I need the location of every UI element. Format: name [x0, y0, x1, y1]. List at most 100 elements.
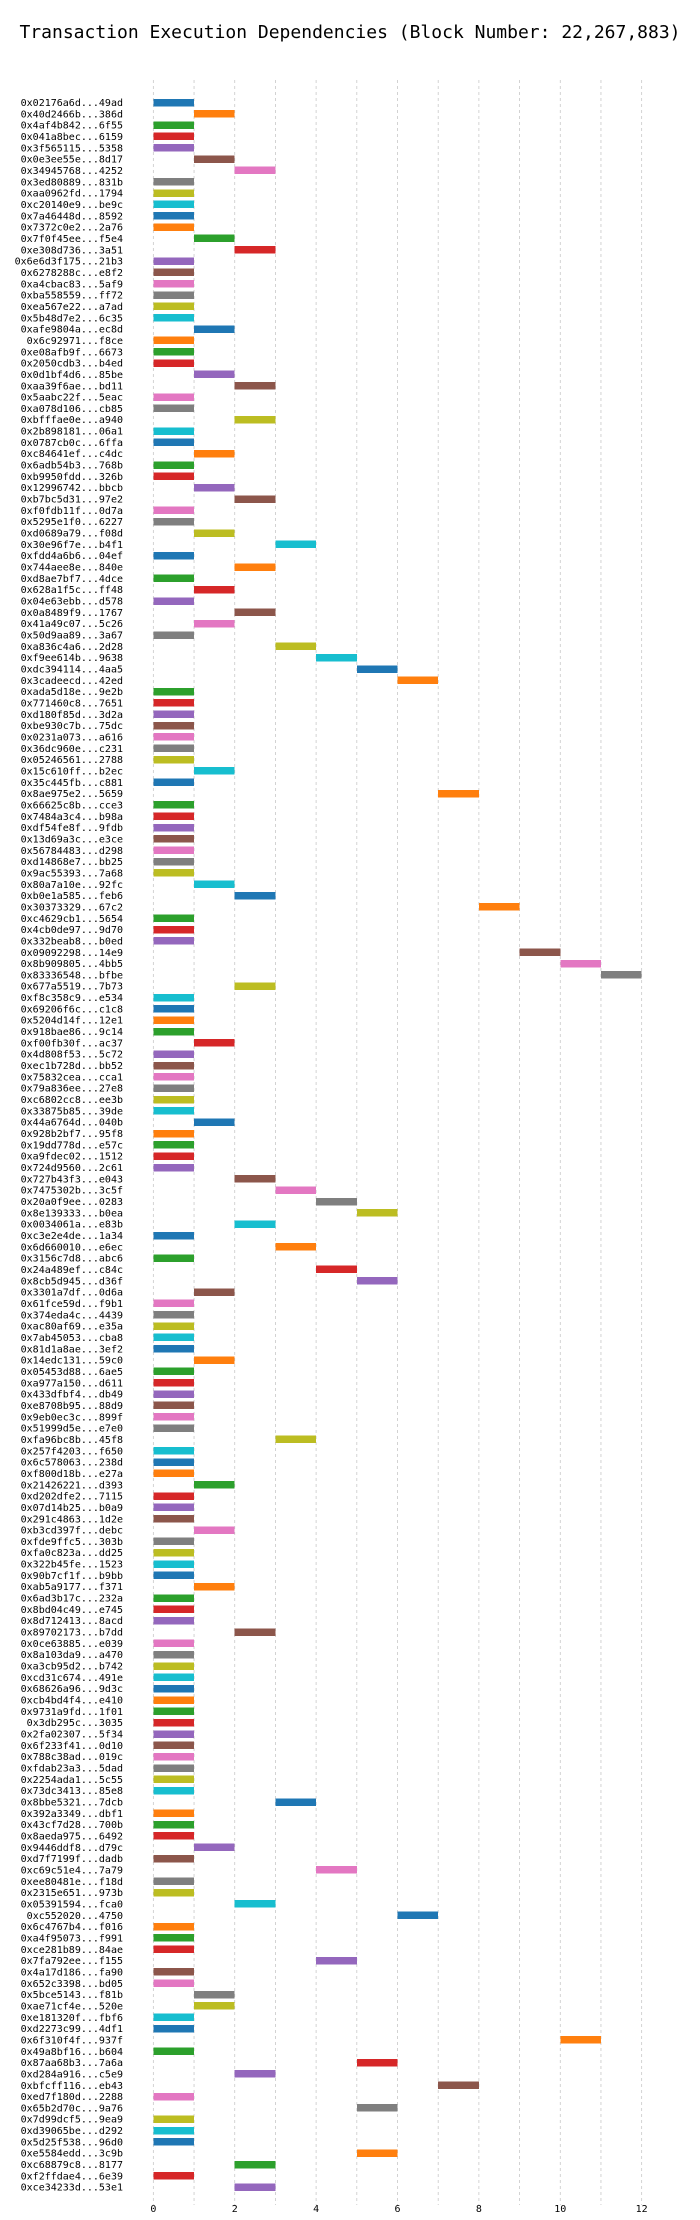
- transaction-bar: [153, 1684, 195, 1693]
- y-tick-label: 0x257f4203...f650: [21, 1446, 123, 1457]
- y-tick-label: 0x89702173...b7dd: [21, 1628, 123, 1639]
- transaction-bar: [153, 427, 195, 435]
- y-tick-label: 0xc84641ef...c4dc: [21, 449, 123, 460]
- y-tick-label: 0x34945768...4252: [21, 166, 123, 177]
- transaction-bar: [153, 1707, 195, 1716]
- x-tick-label: 4: [313, 2204, 319, 2215]
- x-tick-label: 8: [476, 2204, 482, 2215]
- transaction-bar: [397, 1911, 439, 1920]
- y-tick-label: 0xb3cd397f...debc: [21, 1526, 123, 1537]
- transaction-bar: [153, 1888, 195, 1897]
- y-tick-label: 0xf2ffdae4...6e39: [21, 2171, 123, 2182]
- y-tick-label: 0xd7f7199f...dadb: [21, 1854, 123, 1865]
- transaction-bar: [153, 1877, 195, 1886]
- transaction-bar: [153, 914, 195, 923]
- y-tick-label: 0x79a836ee...27e8: [21, 1084, 123, 1095]
- transaction-bar: [153, 1152, 195, 1160]
- transaction-bar: [153, 1730, 195, 1738]
- transaction-bar: [153, 823, 195, 832]
- y-tick-label: 0x2fa02307...5f34: [21, 1730, 123, 1741]
- y-tick-label: 0xe308d736...3a51: [21, 245, 123, 256]
- transaction-bar: [153, 257, 195, 265]
- y-tick-label: 0x652c3398...bd05: [21, 1979, 123, 1990]
- transaction-bar: [153, 1968, 195, 1976]
- transaction-bar: [153, 925, 195, 934]
- y-tick-label: 0x6c4767b4...f016: [21, 1922, 123, 1933]
- y-tick-label: 0x81d1a8ae...3ef2: [21, 1344, 123, 1355]
- y-tick-label: 0xe5584edd...3c9b: [21, 2149, 123, 2160]
- y-tick-label: 0x6e6d3f175...21b3: [15, 257, 123, 268]
- y-tick-label: 0xba558559...ff72: [21, 291, 123, 302]
- y-tick-label: 0x5204d14f...12e1: [21, 1016, 123, 1027]
- y-tick-label: 0x7484a3c4...b98a: [21, 812, 123, 823]
- transaction-bar: [153, 1231, 195, 1240]
- grid-lines: [152, 80, 643, 2205]
- transaction-bar: [153, 1571, 195, 1580]
- transaction-bar: [153, 1650, 195, 1659]
- y-tick-label: 0x7fa792ee...f155: [21, 1956, 123, 1967]
- y-tick-label: 0x05246561...2788: [21, 755, 123, 766]
- y-tick-label: 0xab5a9177...f371: [21, 1582, 123, 1593]
- transaction-bar: [153, 687, 195, 696]
- y-tick-label: 0x7372c0e2...2a76: [21, 223, 123, 234]
- y-tick-label: 0x33875b85...39de: [21, 1106, 123, 1117]
- y-tick-label: 0xaa39f6ae...bd11: [21, 381, 123, 392]
- transaction-bar: [153, 1616, 195, 1625]
- y-tick-label: 0xa078d106...cb85: [21, 404, 123, 415]
- x-tick-label: 6: [394, 2204, 400, 2215]
- y-tick-label: 0x9eb0ec3c...899f: [21, 1412, 123, 1423]
- y-tick-label: 0x07d14b25...b0a9: [21, 1503, 123, 1514]
- y-tick-label: 0xcd31c674...491e: [21, 1673, 123, 1684]
- y-tick-label: 0x3cadeecd...42ed: [21, 676, 123, 687]
- y-tick-label: 0x0ce63885...e039: [21, 1639, 123, 1650]
- transaction-bar: [153, 812, 195, 821]
- transaction-bar: [153, 1469, 195, 1478]
- y-tick-label: 0xa3cb95d2...b742: [21, 1662, 123, 1673]
- y-tick-label: 0xafe9804a...ec8d: [21, 325, 123, 336]
- transaction-bar: [234, 1628, 276, 1636]
- transaction-bar: [153, 1741, 195, 1750]
- y-tick-label: 0x392a3349...dbf1: [21, 1809, 123, 1820]
- transaction-bar: [153, 1447, 195, 1455]
- y-tick-label: 0x41a49c07...5c26: [21, 619, 123, 630]
- y-tick-label: 0x744aee8e...840e: [21, 563, 123, 574]
- y-tick-label: 0x332beab8...b0ed: [21, 936, 123, 947]
- x-tick-label: 12: [636, 2204, 648, 2215]
- y-tick-label: 0x322b45fe...1523: [21, 1560, 123, 1571]
- y-tick-label: 0x6d660010...e6ec: [21, 1242, 123, 1253]
- transaction-bar: [194, 1582, 235, 1591]
- transaction-bar: [153, 1934, 195, 1942]
- y-tick-label: 0x3f565115...5358: [21, 143, 123, 154]
- transaction-bar: [194, 585, 235, 594]
- transaction-bar: [153, 314, 195, 322]
- y-tick-label: 0xd14868e7...bb25: [21, 857, 123, 868]
- transaction-bar: [275, 1186, 317, 1194]
- y-tick-label: 0x6f310f4f...937f: [21, 2035, 123, 2046]
- y-tick-label: 0x7d99dcf5...9ea9: [21, 2115, 123, 2126]
- y-tick-label: 0x14edc131...59c0: [21, 1356, 123, 1367]
- y-tick-label: 0x928b2bf7...95f8: [21, 1129, 123, 1140]
- y-tick-labels: 0x02176a6d...49ad0x40d2466b...386d0x4af4…: [15, 98, 123, 2194]
- transaction-bar: [234, 246, 276, 254]
- transaction-bar: [153, 1095, 195, 1104]
- y-tick-label: 0x56784483...d298: [21, 846, 123, 857]
- transaction-bar: [153, 302, 195, 311]
- y-tick-label: 0xd2273c99...4df1: [21, 2024, 123, 2035]
- transaction-bar: [153, 348, 195, 356]
- y-tick-label: 0x374eda4c...4439: [21, 1310, 123, 1321]
- transaction-bar: [194, 1481, 235, 1489]
- y-tick-label: 0x4af4b842...6f55: [21, 121, 123, 132]
- y-tick-label: 0xec1b728d...bb52: [21, 1061, 123, 1072]
- transaction-bar: [153, 404, 195, 413]
- transaction-bar: [153, 1129, 195, 1138]
- y-tick-label: 0x13d69a3c...e3ce: [21, 834, 123, 845]
- transaction-bar: [194, 2002, 235, 2010]
- transaction-bar: [153, 1854, 195, 1863]
- transaction-bar: [194, 1118, 235, 1126]
- transaction-bar: [153, 1786, 195, 1795]
- y-tick-label: 0xd39065be...d292: [21, 2126, 123, 2137]
- transaction-bar: [153, 1367, 195, 1376]
- transaction-bar: [153, 506, 195, 515]
- transaction-bar: [275, 540, 317, 549]
